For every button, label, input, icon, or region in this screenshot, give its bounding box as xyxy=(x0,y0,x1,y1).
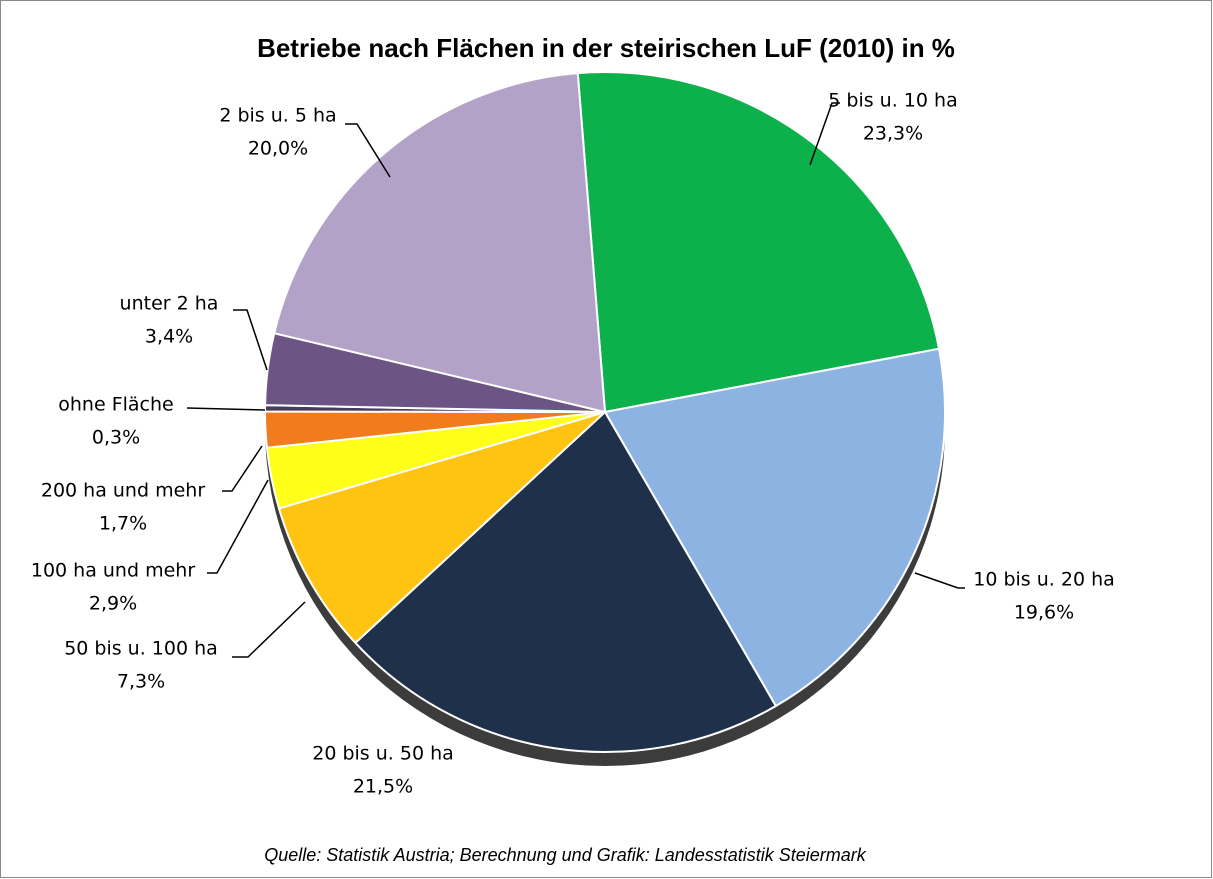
value-label: 19,6% xyxy=(1014,602,1074,624)
source-note: Quelle: Statistik Austria; Berechnung un… xyxy=(264,845,867,865)
leader-line xyxy=(809,102,840,166)
slice-label: 100 ha und mehr xyxy=(31,560,195,582)
value-label: 23,3% xyxy=(863,123,923,145)
leader-line xyxy=(914,572,965,589)
pie-slice xyxy=(603,347,946,708)
value-label: 3,4% xyxy=(145,326,193,348)
slice-label: 2 bis u. 5 ha xyxy=(219,105,336,127)
slice-label: 5 bis u. 10 ha xyxy=(828,90,957,112)
value-label: 7,3% xyxy=(117,671,165,693)
slice-label: 200 ha und mehr xyxy=(41,480,205,502)
pie xyxy=(263,71,946,753)
pie-slice xyxy=(576,71,941,414)
pie-slice xyxy=(353,410,778,753)
slice-label: 50 bis u. 100 ha xyxy=(64,638,218,660)
slice-label: 20 bis u. 50 ha xyxy=(312,743,454,765)
chart-title: Betriebe nach Flächen in der steirischen… xyxy=(257,33,955,63)
value-label: 1,7% xyxy=(99,513,147,535)
leader-line xyxy=(222,445,263,492)
leader-line xyxy=(186,407,266,411)
leader-line xyxy=(207,479,269,574)
leader-line xyxy=(233,309,268,371)
leader-line xyxy=(345,123,391,178)
slice-label: unter 2 ha xyxy=(120,293,219,315)
value-label: 21,5% xyxy=(353,776,413,798)
leader-line xyxy=(232,601,306,658)
value-label: 20,0% xyxy=(248,138,308,160)
pie-slice xyxy=(277,411,606,645)
slice-label: ohne Fläche xyxy=(58,394,173,416)
value-label: 2,9% xyxy=(89,593,137,615)
value-label: 0,3% xyxy=(92,427,140,449)
pie-slice xyxy=(273,72,607,414)
slice-label: 10 bis u. 20 ha xyxy=(973,569,1115,591)
